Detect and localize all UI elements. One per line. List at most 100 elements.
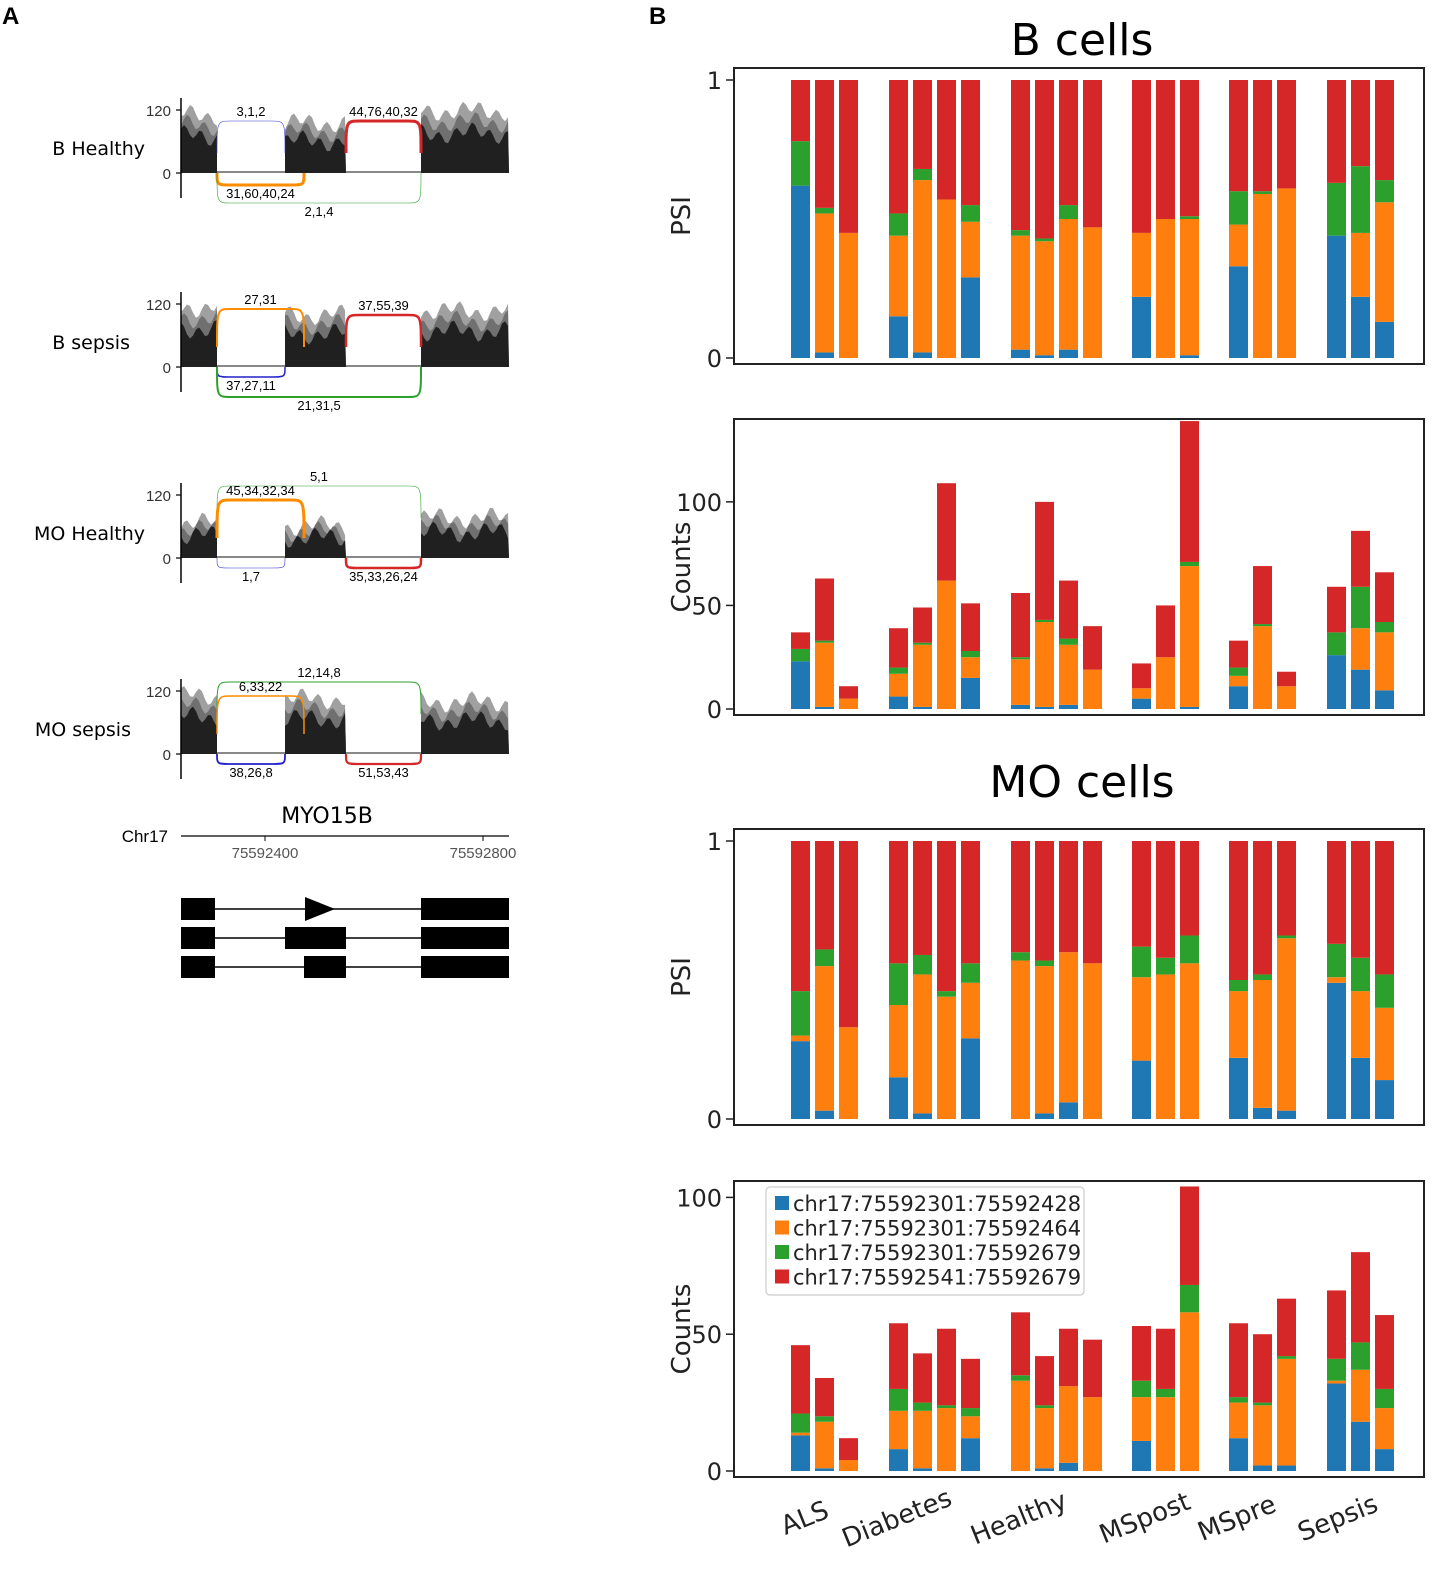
bar-segment: [889, 235, 908, 317]
bar-segment: [1375, 80, 1394, 181]
junction-count-label: 21,31,5: [297, 398, 340, 413]
bar-segment: [1083, 669, 1102, 709]
bar-segment: [1059, 841, 1078, 953]
coverage-layer: [181, 521, 509, 558]
bar-segment: [1059, 205, 1078, 219]
bar-segment: [1229, 1402, 1248, 1439]
bar-segment: [1351, 232, 1370, 297]
bar-segment: [913, 706, 932, 709]
y-tick-label: 50: [691, 592, 722, 620]
bar-segment: [961, 80, 980, 206]
bar-segment: [889, 80, 908, 214]
sashimi-track: 120 0 MO Healthy 5,1 45,34,32,34 1,7 35,33,26,…: [34, 469, 509, 584]
bar-segment: [1327, 977, 1346, 983]
chart-4: 050100Countschr17:75592301:75592428chr17…: [667, 1180, 1425, 1486]
intron-coverage: [346, 556, 421, 558]
bar-segment: [1180, 1284, 1199, 1313]
bar-segment: [1253, 566, 1272, 625]
bar-segment: [1059, 1386, 1078, 1463]
bar-segment: [1253, 1402, 1272, 1406]
bar-segment: [1229, 191, 1248, 225]
bar-segment: [889, 1410, 908, 1450]
bar-segment: [1132, 1380, 1151, 1398]
bar-segment: [815, 1416, 834, 1422]
bar-segment: [1277, 1110, 1296, 1119]
junction-arc-j4: [344, 313, 423, 348]
bar-segment: [913, 180, 932, 353]
bar-segment: [889, 1323, 908, 1389]
bar-segment: [913, 352, 932, 358]
gene-annotation: MYO15B Chr17 75592400 75592800: [122, 804, 516, 978]
transcript-1: [181, 897, 509, 921]
bar-segment: [1083, 227, 1102, 358]
y-tick-label: 120: [146, 488, 171, 505]
bar-segment: [1180, 963, 1199, 1119]
y-tick-label: 100: [676, 1184, 722, 1212]
bar-segment: [1229, 1323, 1248, 1398]
bar-segment: [1277, 841, 1296, 936]
bar-segment: [1035, 1113, 1054, 1119]
bar-segment: [1180, 935, 1199, 964]
panel-b-letter: B: [649, 3, 666, 30]
bar-segment: [839, 841, 858, 1028]
bar-segment: [1059, 1102, 1078, 1119]
exon: [181, 898, 215, 920]
y-tick-label: 0: [707, 696, 722, 724]
bar-segment: [1059, 952, 1078, 1103]
junction-arc-j2: [215, 498, 306, 539]
y-tick-label: 0: [163, 166, 171, 183]
bar-segment: [889, 673, 908, 697]
legend-swatch: [775, 1196, 789, 1210]
bar-segment: [1132, 80, 1151, 233]
bar-segment: [1156, 1388, 1175, 1398]
y-axis-label: PSI: [667, 196, 697, 236]
bar-segment: [1083, 963, 1102, 1119]
bar-segment: [1035, 960, 1054, 967]
bar-segment: [1229, 841, 1248, 980]
bar-segment: [1351, 296, 1370, 358]
bar-segment: [1351, 991, 1370, 1058]
bar-segment: [1035, 355, 1054, 358]
bar-segment: [889, 1005, 908, 1078]
plot-frame: [733, 67, 1425, 365]
bar-segment: [1253, 624, 1272, 627]
junction-count-label: 35,33,26,24: [349, 569, 418, 584]
sashimi-track-label: MO Healthy: [34, 523, 145, 545]
bar-segment: [1011, 1312, 1030, 1376]
junction-count-label: 27,31: [244, 292, 277, 307]
plot-frame: [733, 828, 1425, 1126]
bar-segment: [913, 1113, 932, 1119]
bar-segment: [1011, 349, 1030, 358]
bar-segment: [1351, 1369, 1370, 1422]
bar-segment: [1156, 605, 1175, 658]
x-category-label: Sepsis: [1294, 1489, 1382, 1548]
bar-segment: [1253, 974, 1272, 980]
bar-segment: [961, 1416, 980, 1439]
junction-count-label: 6,33,22: [239, 679, 282, 694]
bar-segment: [1011, 235, 1030, 350]
bar-segment: [815, 966, 834, 1111]
bar-segment: [1035, 966, 1054, 1114]
bar-segment: [961, 603, 980, 651]
bar-segment: [839, 686, 858, 699]
bar-segment: [791, 1035, 810, 1042]
bar-segment: [1059, 1328, 1078, 1387]
y-tick-label: 0: [163, 360, 171, 377]
legend-swatch: [775, 1245, 789, 1259]
bar-segment: [1253, 626, 1272, 709]
bar-segment: [1229, 991, 1248, 1058]
plot-frame: [733, 418, 1425, 716]
bar-segment: [1351, 530, 1370, 587]
bar-segment: [1035, 238, 1054, 242]
sashimi-track-label: B Healthy: [52, 138, 145, 160]
y-tick-label: 1: [707, 828, 722, 856]
bar-segment: [1132, 1060, 1151, 1119]
bar-segment: [1156, 219, 1175, 358]
plot-frame: [733, 1180, 1425, 1478]
legend-entry: chr17:75592541:75592679: [793, 1266, 1081, 1290]
bar-segment: [889, 696, 908, 709]
bar-segment: [1229, 980, 1248, 992]
bar-segment: [913, 1410, 932, 1469]
bar-segment: [815, 949, 834, 967]
